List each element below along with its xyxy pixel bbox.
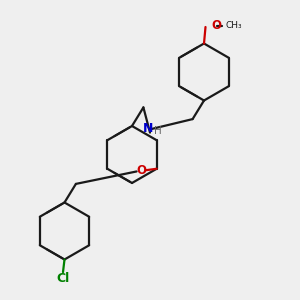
Text: O: O (137, 164, 147, 177)
Text: Cl: Cl (56, 272, 70, 285)
Text: CH₃: CH₃ (226, 21, 242, 30)
Text: N: N (143, 122, 153, 136)
Text: O: O (211, 19, 221, 32)
Text: H: H (154, 126, 162, 136)
